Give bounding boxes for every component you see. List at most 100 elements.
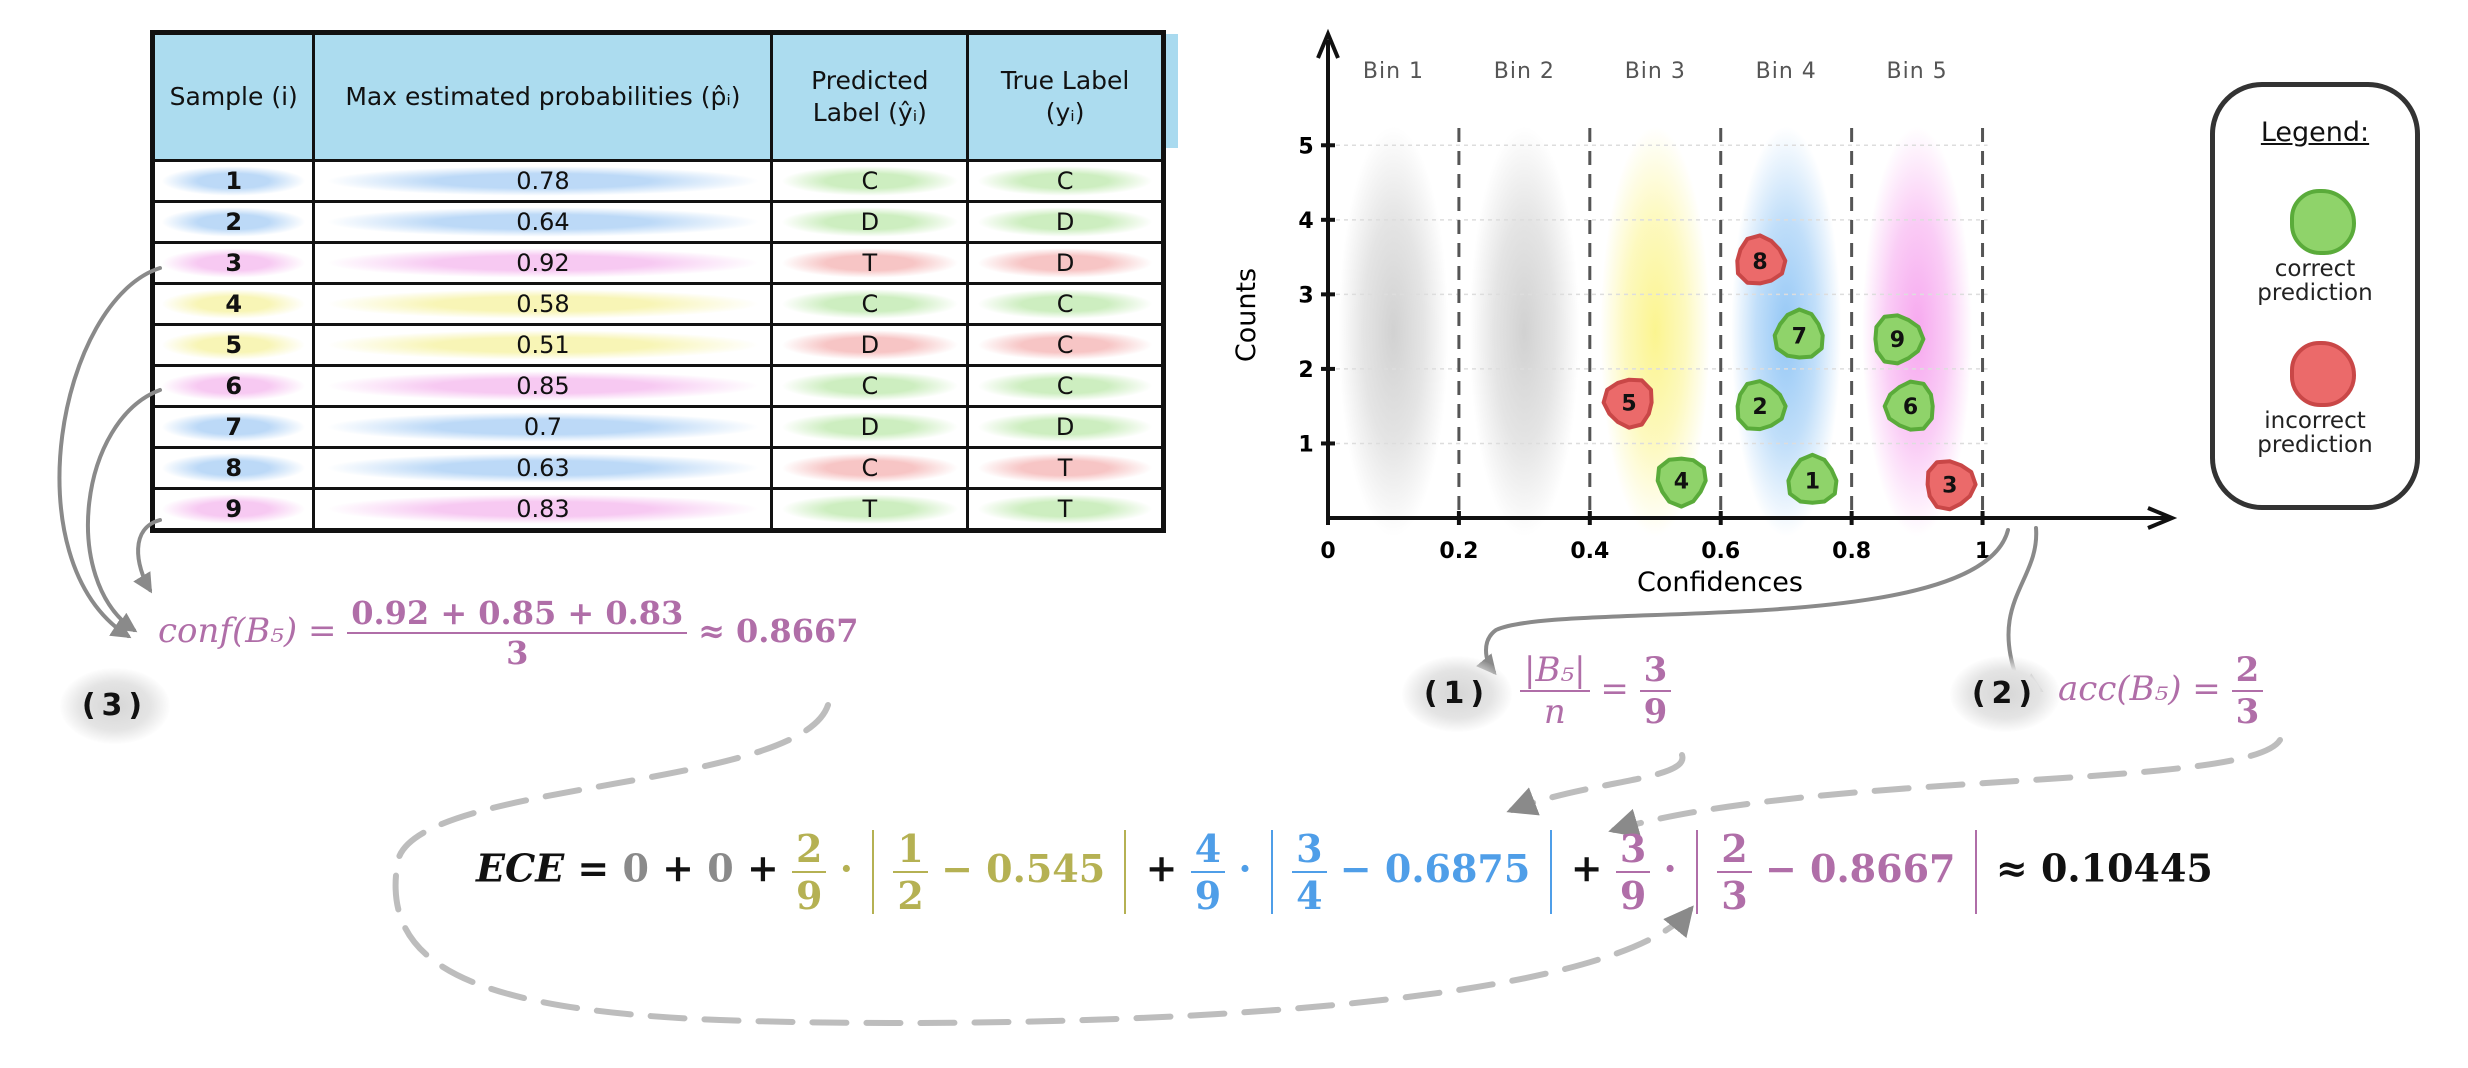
- bin-label: Bin 3: [1625, 59, 1686, 84]
- probability-value: 0.92: [324, 248, 762, 278]
- ece-plus-2: +: [746, 845, 779, 891]
- bin-labels: Bin 1 Bin 2 Bin 3 Bin 4 Bin 5: [1363, 59, 1947, 84]
- predicted-label: D: [781, 207, 959, 237]
- sample-id: 2: [161, 207, 307, 237]
- correct-prediction-icon: [2290, 189, 2356, 255]
- predicted-label: C: [781, 166, 959, 196]
- true-label-cell: C: [966, 364, 1165, 408]
- x-tick-label: 1: [1975, 539, 1990, 564]
- bin-weight-eq: =: [1600, 669, 1629, 709]
- true-label: D: [976, 412, 1154, 442]
- probability-value-cell: 0.83: [312, 487, 774, 532]
- y-tick-label: 2: [1298, 358, 1313, 383]
- predicted-label-cell: D: [770, 200, 970, 244]
- incorrect-prediction-icon: [2290, 341, 2356, 407]
- samples-table: Sample (i) Max estimated probabilities (…: [150, 30, 1166, 533]
- bin-glow: [1338, 126, 1449, 537]
- table-row: 7 0.7 D D: [150, 405, 1165, 449]
- sample-id-cell: 5: [150, 323, 316, 367]
- conf-denominator: 3: [506, 634, 529, 672]
- true-label: C: [976, 166, 1154, 196]
- point-label: 1: [1805, 470, 1820, 495]
- acc-lhs: acc(B₅) =: [2058, 669, 2221, 709]
- tick-labels: 1 2 3 4 5 0 0.2 0.4 0.6 0.8 1: [1298, 134, 1990, 564]
- data-point: 5: [1601, 377, 1654, 430]
- dashed-count-to-ece: [1506, 752, 1686, 816]
- axes: [1316, 28, 2178, 530]
- bin5-acc: 2 3: [1717, 826, 1752, 918]
- probability-value-cell: 0.51: [312, 323, 774, 367]
- data-point: 4: [1655, 456, 1708, 509]
- true-label: D: [976, 207, 1154, 237]
- bin4-dot: ·: [1238, 845, 1252, 891]
- probability-value-cell: 0.7: [312, 405, 774, 449]
- x-tick-label: 0.8: [1832, 539, 1871, 564]
- bin4-abs-right: [1549, 830, 1552, 914]
- bin4-acc: 3 4: [1292, 826, 1327, 918]
- data-points: 1 2 3 4 5 6 7 8 9: [1601, 233, 1978, 512]
- header-probability: Max estimated probabilities (p̂ᵢ): [312, 31, 774, 162]
- sample-id: 7: [161, 412, 307, 442]
- point-label: 4: [1674, 470, 1689, 495]
- ece-term-bin3: 2 9 · 1 2 − 0.545: [792, 826, 1146, 918]
- predicted-label-cell: C: [770, 364, 970, 408]
- bin4-weight-num: 4: [1190, 826, 1226, 873]
- probability-value-cell: 0.63: [312, 446, 774, 490]
- bin5-acc-num: 2: [1717, 826, 1752, 873]
- bin3-weight: 2 9: [792, 826, 827, 918]
- legend-incorrect-label: incorrect prediction: [2257, 408, 2373, 459]
- samples-table-wrapper: Sample (i) Max estimated probabilities (…: [150, 30, 1178, 550]
- true-label-cell: C: [966, 282, 1165, 326]
- ece-lhs: ECE: [476, 845, 565, 891]
- data-point: 9: [1873, 313, 1926, 366]
- header-true-line2: (yᵢ): [1045, 98, 1085, 127]
- x-axis-label: Confidences: [1637, 567, 1803, 598]
- y-tick-label: 4: [1298, 209, 1313, 234]
- sample-id: 4: [161, 289, 307, 319]
- bin5-acc-den: 3: [1721, 873, 1748, 918]
- header-true-label: True Label (yᵢ): [966, 31, 1165, 162]
- correct-point-blob: [1735, 379, 1788, 432]
- data-point: 6: [1882, 379, 1935, 432]
- data-point: 8: [1735, 233, 1788, 286]
- y-tick-label: 1: [1298, 432, 1313, 457]
- legend-title: Legend:: [2260, 117, 2370, 148]
- correct-point-blob: [1786, 452, 1839, 505]
- bin-weight-lhs-den: n: [1543, 692, 1566, 732]
- point-label: 8: [1752, 250, 1767, 275]
- conf-approx: ≈ 0.8667: [698, 612, 859, 650]
- true-label: C: [976, 330, 1154, 360]
- incorrect-point-blob: [1735, 233, 1788, 286]
- predicted-label-cell: T: [770, 487, 970, 532]
- ece-equals: =: [577, 845, 610, 891]
- probability-value: 0.83: [324, 494, 762, 524]
- acc-denominator: 3: [2235, 692, 2260, 732]
- bin5-dot: ·: [1663, 845, 1677, 891]
- predicted-label: D: [781, 330, 959, 360]
- predicted-label: D: [781, 412, 959, 442]
- conf-fraction: 0.92 + 0.85 + 0.83 3: [347, 594, 688, 672]
- arrow-bin5-to-count: [1476, 528, 2010, 676]
- bin3-conf: 0.545: [986, 845, 1106, 891]
- data-point: 3: [1925, 459, 1978, 512]
- sample-id-cell: 3: [150, 241, 316, 285]
- bin5-abs-right: [1974, 830, 1977, 914]
- correct-point-blob: [1655, 456, 1708, 509]
- y-axis-label: Counts: [1231, 268, 1262, 362]
- header-predicted-line1: Predicted: [811, 65, 929, 95]
- bin-weight-rhs-num: 3: [1639, 650, 1672, 692]
- bin4-weight-den: 9: [1194, 873, 1222, 918]
- correct-point-blob: [1882, 379, 1935, 432]
- bin-weight-formula: |B₅| n = 3 9: [1520, 650, 1672, 732]
- bin5-weight: 3 9: [1615, 826, 1651, 918]
- bin5-abs-left: [1696, 830, 1699, 914]
- table-row: 6 0.85 C C: [150, 364, 1165, 408]
- calibration-bin-chart: 1 2 3 4 5 0 0.2 0.4 0.6 0.8 1 Bin 1 Bin 2 Bin 3 Bin 4…: [1231, 28, 2178, 598]
- acc-formula: acc(B₅) = 2 3: [2058, 650, 2264, 732]
- incorrect-point-blob: [1601, 377, 1654, 430]
- conf-numerator: 0.92 + 0.85 + 0.83: [347, 594, 688, 634]
- probability-value: 0.58: [324, 289, 762, 319]
- header-true-line1: True Label: [1000, 65, 1130, 95]
- x-tick-label: 0.6: [1701, 539, 1740, 564]
- sample-id: 5: [161, 330, 307, 360]
